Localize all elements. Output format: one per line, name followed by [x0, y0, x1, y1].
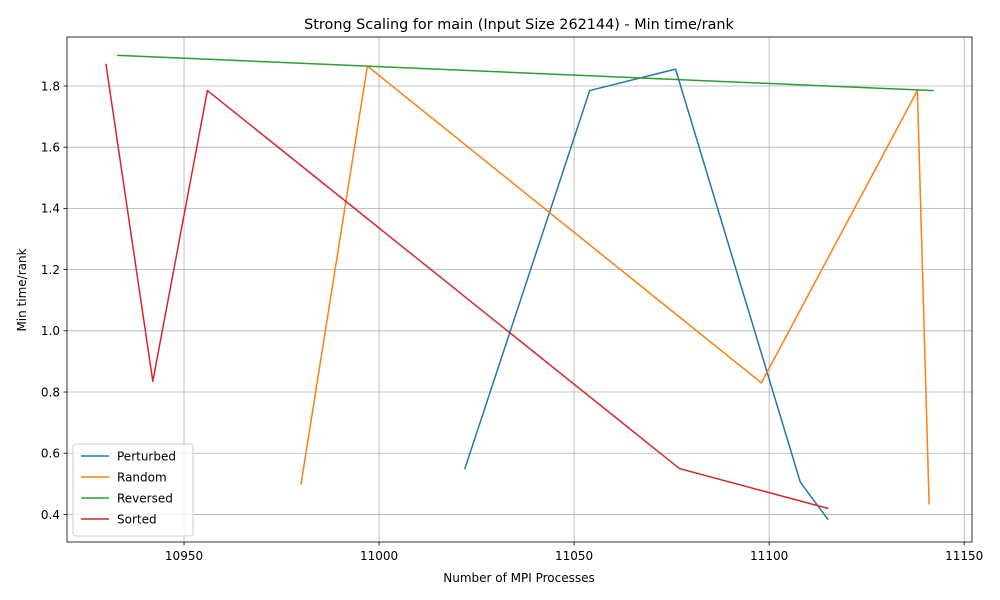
- x-tick-label: 11100: [750, 549, 788, 563]
- y-tick-label: 1.8: [41, 79, 60, 93]
- legend-label-random: Random: [117, 470, 167, 484]
- chart-title: Strong Scaling for main (Input Size 2621…: [304, 17, 734, 33]
- plot-series: [105, 54, 934, 521]
- legend-label-sorted: Sorted: [117, 512, 157, 526]
- x-axis-title: Number of MPI Processes: [443, 571, 595, 585]
- plot-frame: [66, 36, 973, 543]
- series-line-reversed: [116, 54, 934, 92]
- y-tick-label: 1.4: [41, 202, 60, 216]
- axes: 10950 11000 11050 11100 11150 0.4 0.6 0.8 1.0 1.2…: [41, 36, 983, 563]
- y-tick-label: 1.6: [41, 140, 60, 154]
- y-tick-label: 0.6: [41, 447, 60, 461]
- y-tick-label: 0.8: [41, 385, 60, 399]
- y-tick-label: 1.0: [41, 324, 60, 338]
- y-axis-title: Min time/rank: [15, 248, 29, 331]
- x-tick-label: 11050: [555, 549, 593, 563]
- legend-label-reversed: Reversed: [117, 491, 173, 505]
- x-tick-label: 11000: [360, 549, 398, 563]
- legend-label-perturbed: Perturbed: [117, 449, 176, 463]
- y-tick-label: 0.4: [41, 508, 60, 522]
- x-tick-label: 10950: [165, 549, 203, 563]
- legend-box: [72, 443, 194, 537]
- legend: Perturbed Random Reversed Sorted: [72, 443, 194, 537]
- x-tick-label: 11150: [945, 549, 983, 563]
- y-tick-label: 1.2: [41, 263, 60, 277]
